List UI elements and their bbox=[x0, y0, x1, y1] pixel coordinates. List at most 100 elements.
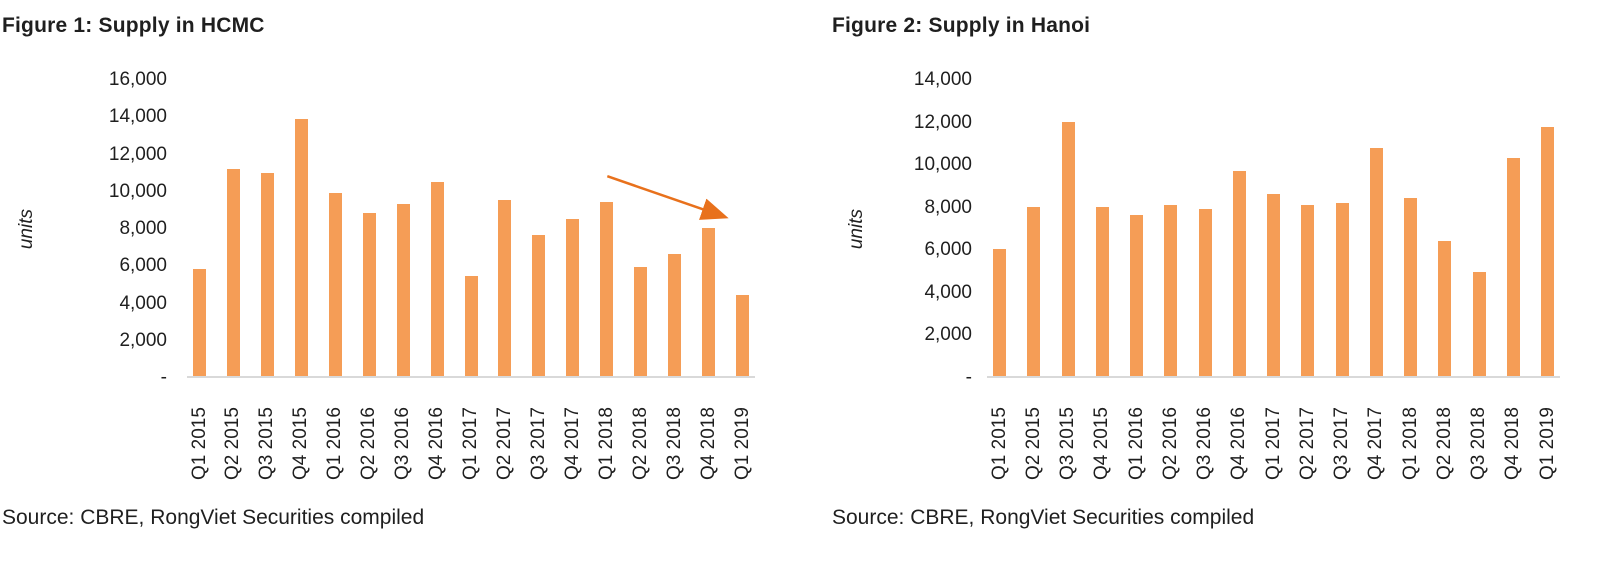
bar-q1-2015 bbox=[193, 268, 206, 376]
bar-q1-2017 bbox=[1267, 194, 1280, 376]
y-axis-title: units bbox=[846, 208, 867, 250]
x-tick-label: Q4 2016 bbox=[426, 407, 448, 480]
x-tick-label: Q1 2018 bbox=[595, 407, 617, 480]
x-tick-label: Q1 2018 bbox=[1399, 407, 1421, 480]
bar-q1-2018 bbox=[600, 202, 614, 376]
bar-q1-2016 bbox=[328, 192, 342, 376]
x-tick-label: Q3 2017 bbox=[527, 407, 549, 480]
bar-q3-2018 bbox=[668, 253, 682, 376]
bar-q2-2015 bbox=[1027, 206, 1041, 376]
bar-q4-2015 bbox=[294, 118, 308, 376]
bar-q4-2017 bbox=[566, 218, 580, 376]
y-tick-label: - bbox=[965, 367, 972, 388]
y-tick-label: 10,000 bbox=[108, 180, 167, 202]
x-tick-label: Q4 2018 bbox=[1502, 407, 1524, 480]
bar-q3-2018 bbox=[1472, 272, 1486, 376]
x-tick-label: Q2 2017 bbox=[493, 407, 515, 480]
y-tick-label: 8,000 bbox=[119, 218, 167, 239]
bar-q3-2015 bbox=[260, 172, 274, 376]
bar-q1-2016 bbox=[1130, 215, 1143, 376]
bar-q1-2019 bbox=[736, 294, 749, 376]
figure-2-title: Figure 2: Supply in Hanoi bbox=[832, 14, 1091, 37]
x-tick-label: Q4 2015 bbox=[1091, 407, 1113, 480]
y-tick-label: 10,000 bbox=[913, 154, 972, 176]
figure-2-hanoi: Figure 2: Supply in Hanoi units 14,000 12… bbox=[800, 0, 1600, 577]
bar-q4-2018 bbox=[702, 228, 716, 376]
x-tick-label: Q3 2016 bbox=[392, 407, 414, 480]
x-tick-label: Q3 2018 bbox=[1468, 407, 1489, 480]
x-tick-label: Q3 2015 bbox=[1057, 407, 1078, 480]
x-tick-label: Q2 2015 bbox=[1022, 407, 1044, 480]
hanoi-bar-chart: units 14,000 12,000 10,000 8,000 6,000 4,000 2… bbox=[832, 69, 1600, 480]
y-tick-label: 14,000 bbox=[913, 69, 972, 90]
x-tick-label: Q3 2017 bbox=[1331, 407, 1352, 480]
bar-q1-2015 bbox=[993, 249, 1006, 376]
x-tick-label: Q1 2016 bbox=[324, 407, 346, 480]
figure-2-source: Source: CBRE, RongViet Securities compil… bbox=[832, 506, 1255, 529]
y-axis-title: units bbox=[16, 208, 37, 250]
bar-q2-2018 bbox=[1438, 240, 1452, 376]
y-tick-label: 6,000 bbox=[119, 255, 167, 277]
bar-q3-2016 bbox=[396, 203, 410, 376]
bar-q3-2017 bbox=[532, 235, 546, 376]
figure-1-title: Figure 1: Supply in HCMC bbox=[2, 14, 265, 37]
x-axis-ticks: Q1 2015 Q2 2015 Q3 2015 Q4 2015 Q1 2016 Q2 20… bbox=[187, 386, 755, 480]
y-tick-label: 16,000 bbox=[108, 69, 167, 90]
plot-area bbox=[187, 80, 755, 378]
bar-q2-2017 bbox=[1301, 204, 1315, 376]
y-tick-label: 2,000 bbox=[119, 329, 167, 351]
bar-q2-2015 bbox=[226, 168, 240, 376]
bar-q4-2017 bbox=[1369, 147, 1383, 376]
plot-area bbox=[987, 80, 1560, 378]
x-tick-label: Q4 2016 bbox=[1228, 407, 1250, 480]
y-tick-label: 12,000 bbox=[108, 143, 167, 165]
bar-q1-2018 bbox=[1404, 198, 1417, 376]
y-tick-label: - bbox=[160, 367, 167, 388]
y-tick-label: 6,000 bbox=[924, 239, 972, 261]
x-tick-label: Q2 2017 bbox=[1296, 407, 1318, 480]
x-tick-label: Q2 2015 bbox=[222, 407, 244, 480]
x-axis-ticks: Q1 2015 Q2 2015 Q3 2015 Q4 2015 Q1 2016 Q2 20… bbox=[987, 386, 1560, 480]
x-tick-label: Q4 2015 bbox=[290, 407, 312, 480]
y-tick-label: 14,000 bbox=[108, 106, 167, 128]
x-tick-label: Q2 2016 bbox=[358, 407, 380, 480]
y-tick-label: 8,000 bbox=[924, 196, 972, 218]
bar-q2-2016 bbox=[1164, 204, 1178, 376]
x-tick-label: Q3 2016 bbox=[1194, 407, 1215, 480]
bar-q4-2015 bbox=[1095, 206, 1109, 376]
x-tick-label: Q3 2018 bbox=[663, 407, 685, 480]
x-tick-label: Q1 2017 bbox=[1262, 407, 1284, 480]
bar-q2-2018 bbox=[634, 266, 648, 376]
plot-column: Q1 2015 Q2 2015 Q3 2015 Q4 2015 Q1 2016 Q2 20… bbox=[987, 80, 1560, 480]
y-tick-label: 12,000 bbox=[913, 111, 972, 133]
x-tick-label: Q2 2018 bbox=[1433, 407, 1455, 480]
x-tick-label: Q1 2019 bbox=[1536, 407, 1558, 480]
x-tick-label: Q1 2015 bbox=[188, 407, 210, 480]
y-axis-ticks: 16,000 14,000 12,000 10,000 8,000 6,000 4,000 2… bbox=[52, 69, 187, 388]
x-tick-label: Q1 2017 bbox=[460, 407, 481, 480]
bar-q4-2016 bbox=[430, 181, 444, 376]
x-tick-label: Q3 2015 bbox=[256, 407, 278, 480]
x-tick-label: Q2 2018 bbox=[629, 407, 651, 480]
x-tick-label: Q2 2016 bbox=[1159, 407, 1181, 480]
bar-q4-2018 bbox=[1506, 158, 1520, 376]
bar-q3-2017 bbox=[1335, 202, 1349, 376]
bar-q2-2017 bbox=[498, 200, 512, 376]
bar-q3-2016 bbox=[1198, 208, 1212, 376]
plot-column: Q1 2015 Q2 2015 Q3 2015 Q4 2015 Q1 2016 Q2 20… bbox=[187, 80, 755, 480]
x-tick-label: Q1 2016 bbox=[1125, 407, 1147, 480]
bar-q1-2017 bbox=[464, 276, 478, 376]
y-axis-ticks: 14,000 12,000 10,000 8,000 6,000 4,000 2,000 - bbox=[882, 69, 987, 388]
bar-q3-2015 bbox=[1061, 122, 1075, 376]
figure-1-hcmc: Figure 1: Supply in HCMC units 16,000 14,… bbox=[2, 14, 800, 529]
y-tick-label: 2,000 bbox=[924, 324, 972, 346]
x-tick-label: Q1 2015 bbox=[988, 407, 1010, 480]
bar-q1-2019 bbox=[1541, 126, 1554, 376]
x-tick-label: Q4 2017 bbox=[1365, 407, 1387, 480]
bar-q2-2016 bbox=[362, 213, 376, 376]
y-axis-title-column: units bbox=[832, 80, 882, 378]
hcmc-bar-chart: units 16,000 14,000 12,000 10,000 8,000 6,000… bbox=[2, 69, 800, 480]
y-tick-label: 4,000 bbox=[119, 292, 167, 314]
y-tick-label: 4,000 bbox=[924, 281, 972, 303]
